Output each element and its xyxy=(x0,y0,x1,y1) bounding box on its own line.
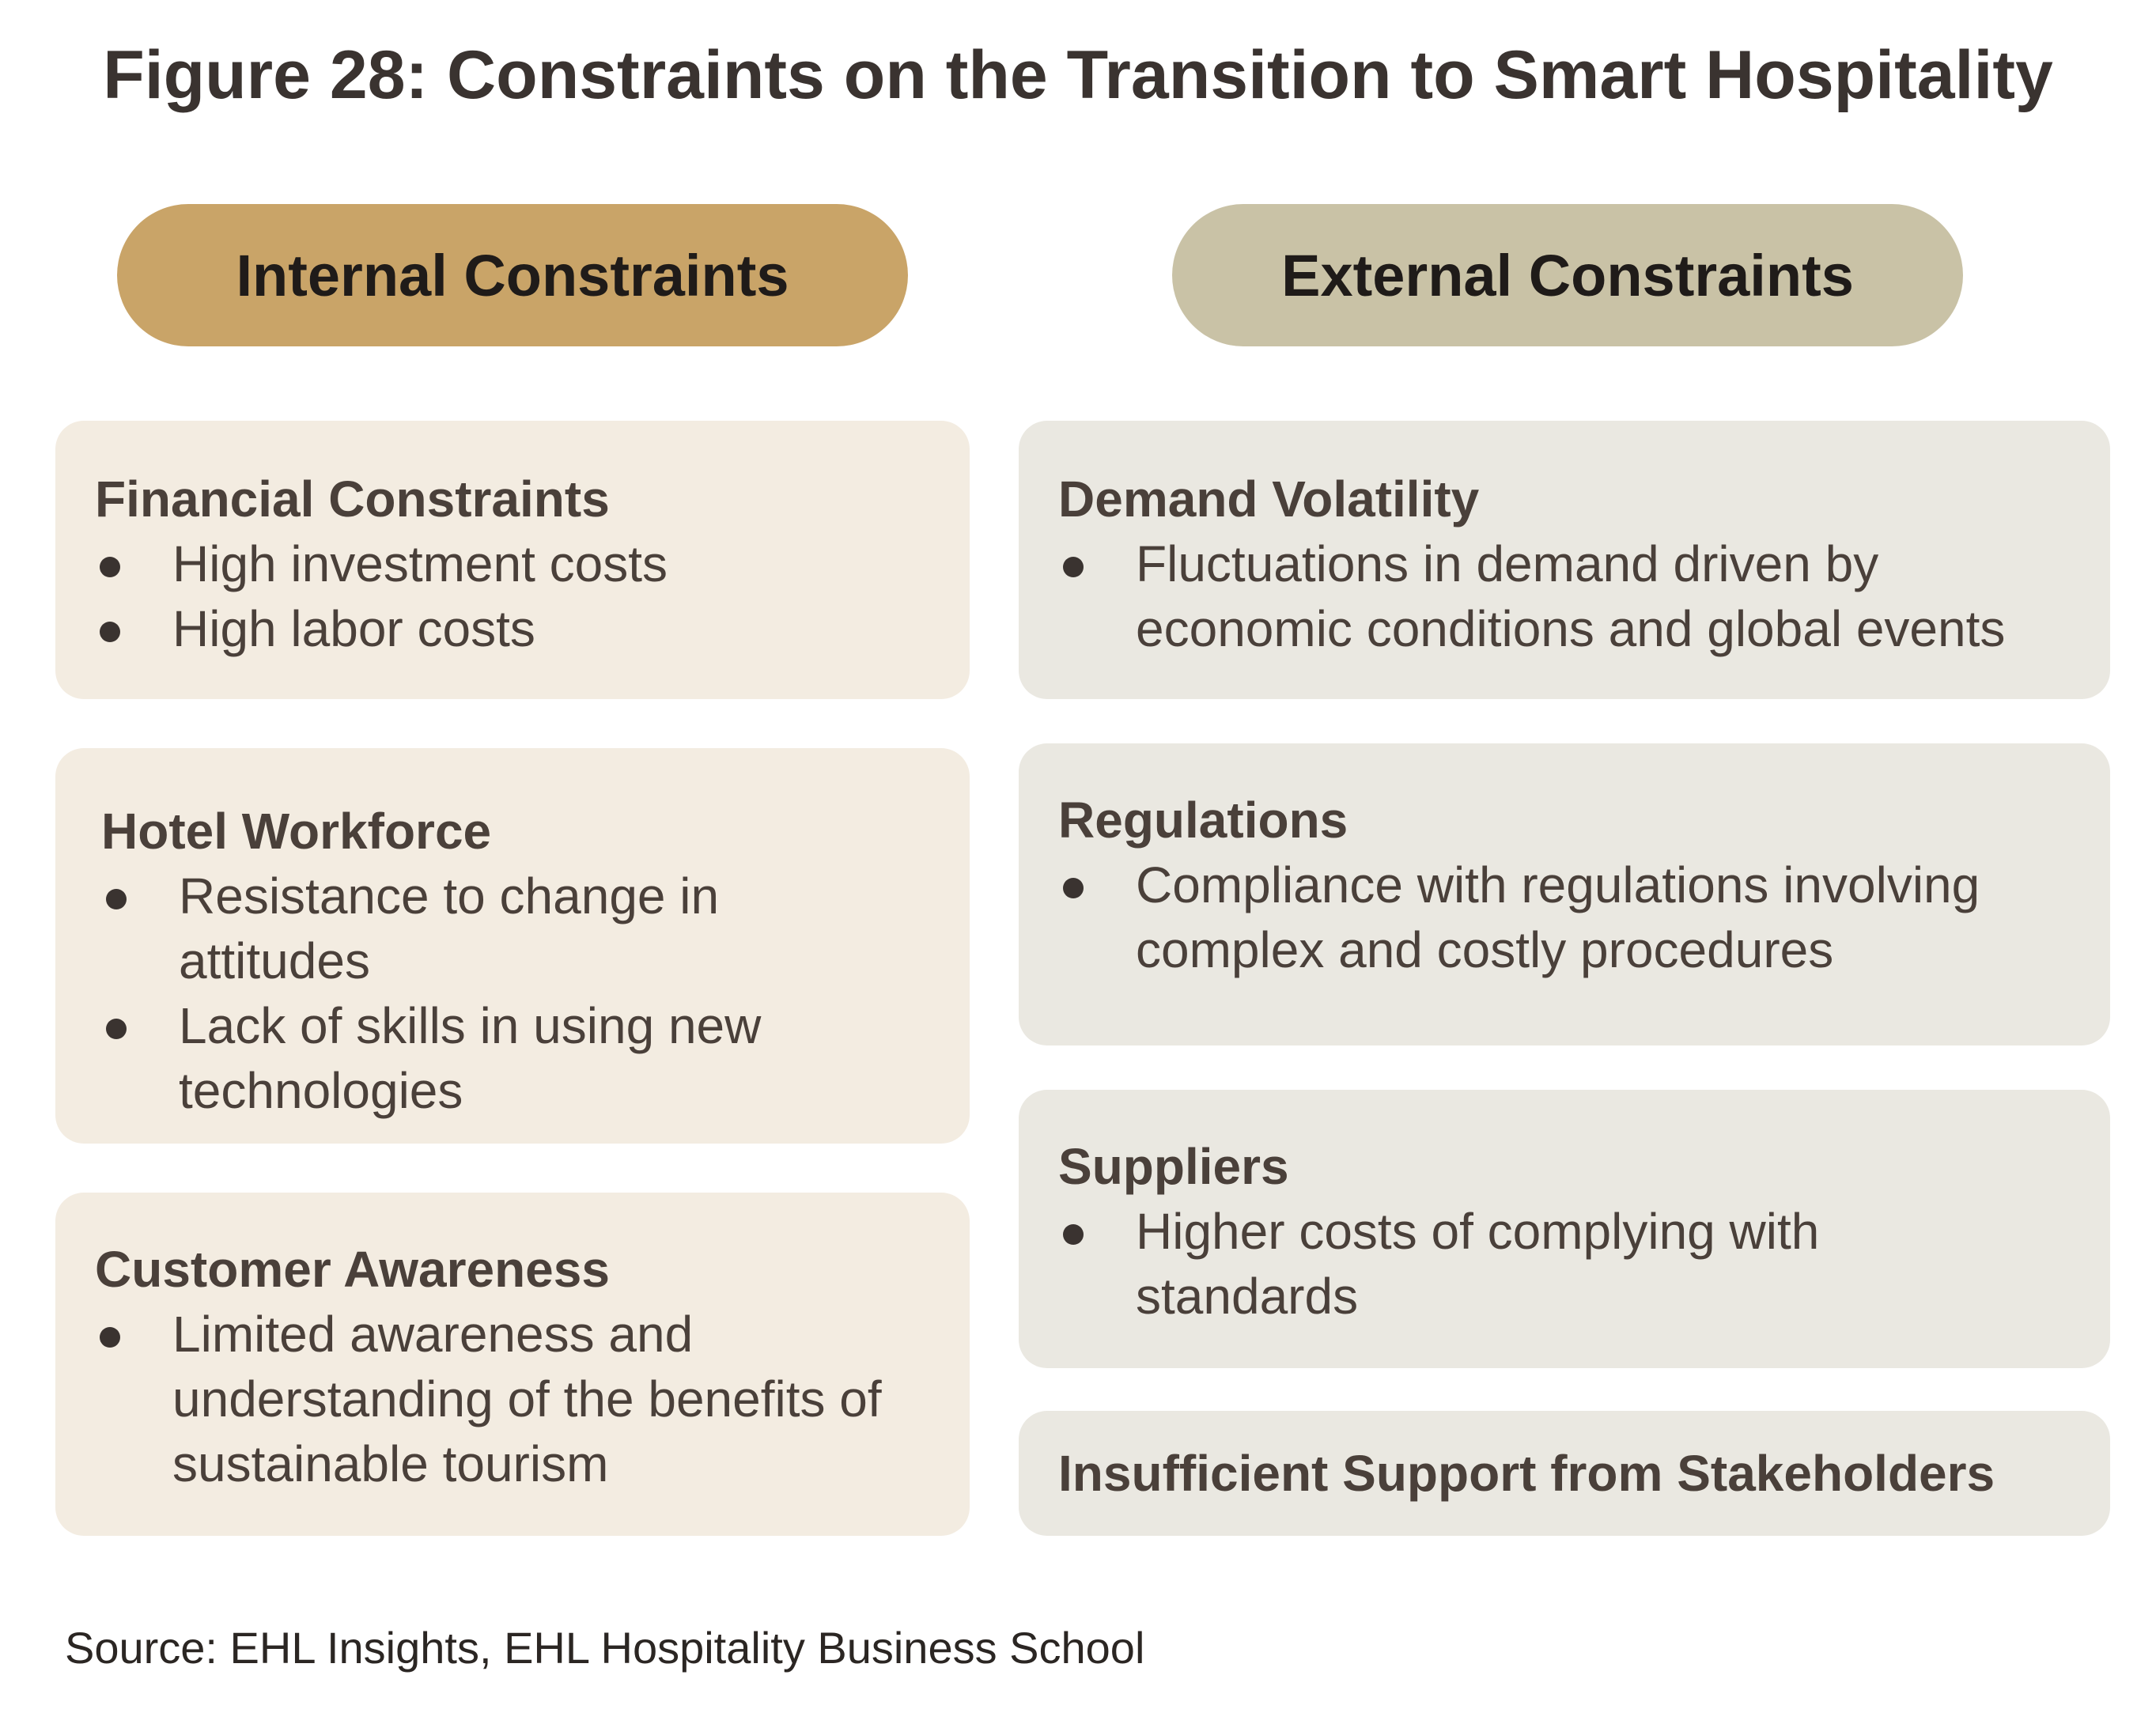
bullet-list: Fluctuations in demand driven by economi… xyxy=(1058,531,2078,661)
bullet-list: Resistance to change in attitudes Lack o… xyxy=(101,864,851,1123)
external-constraints-header: External Constraints xyxy=(1172,204,1963,346)
bullet-item: Compliance with regulations involving co… xyxy=(1058,853,2078,982)
box-title: Insufficient Support from Stakeholders xyxy=(1058,1445,1995,1502)
bullet-list: Compliance with regulations involving co… xyxy=(1058,853,2078,982)
bullet-list: Limited awareness and understanding of t… xyxy=(95,1302,946,1496)
hotel-workforce-box: Hotel Workforce Resistance to change in … xyxy=(55,748,970,1144)
suppliers-box: Suppliers Higher costs of complying with… xyxy=(1019,1090,2110,1368)
box-title: Hotel Workforce xyxy=(101,803,492,860)
demand-volatility-box: Demand Volatility Fluctuations in demand… xyxy=(1019,421,2110,699)
bullet-item: Limited awareness and understanding of t… xyxy=(95,1302,946,1496)
bullet-list: High investment costs High labor costs xyxy=(95,531,938,661)
regulations-box: Regulations Compliance with regulations … xyxy=(1019,743,2110,1045)
box-title: Financial Constraints xyxy=(95,471,610,527)
customer-awareness-box: Customer Awareness Limited awareness and… xyxy=(55,1193,970,1536)
bullet-item: Resistance to change in attitudes xyxy=(101,864,851,993)
bullet-item: Fluctuations in demand driven by economi… xyxy=(1058,531,2078,661)
bullet-item: Higher costs of complying with standards xyxy=(1058,1199,1904,1329)
bullet-list: Higher costs of complying with standards xyxy=(1058,1199,1904,1329)
bullet-item: High investment costs xyxy=(95,531,938,596)
bullet-item: Lack of skills in using new technologies xyxy=(101,993,851,1123)
figure-title: Figure 28: Constraints on the Transition… xyxy=(103,37,2053,113)
internal-constraints-header: Internal Constraints xyxy=(117,204,908,346)
box-title: Regulations xyxy=(1058,792,1348,849)
box-title: Customer Awareness xyxy=(95,1241,610,1298)
box-title: Suppliers xyxy=(1058,1138,1289,1195)
box-title: Demand Volatility xyxy=(1058,471,1480,527)
bullet-item: High labor costs xyxy=(95,596,938,661)
insufficient-support-box: Insufficient Support from Stakeholders xyxy=(1019,1411,2110,1536)
financial-constraints-box: Financial Constraints High investment co… xyxy=(55,421,970,699)
source-note: Source: EHL Insights, EHL Hospitality Bu… xyxy=(65,1623,1145,1673)
